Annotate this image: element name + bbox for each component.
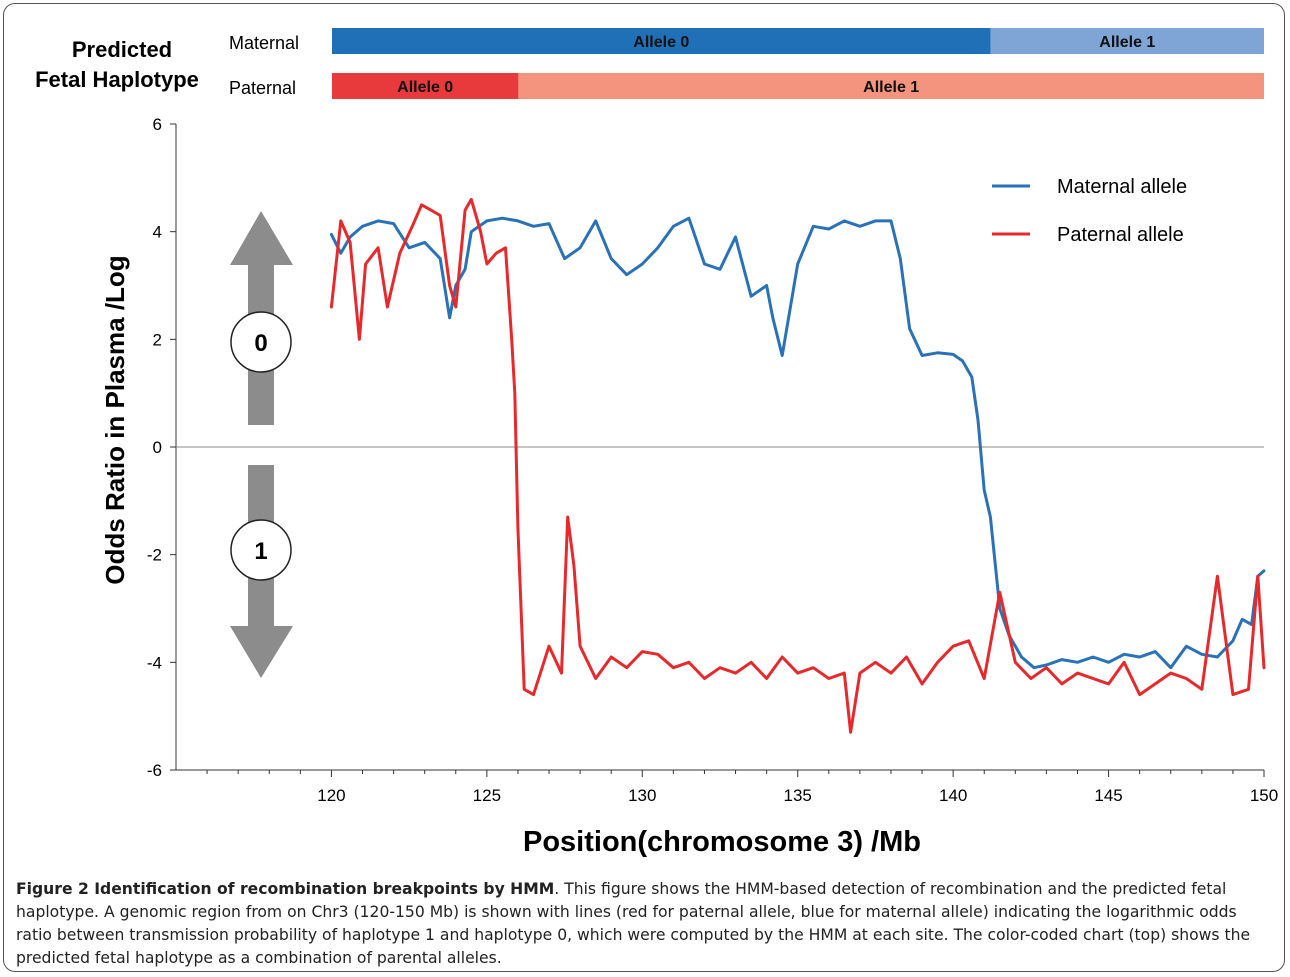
x-tick-label: 120 (317, 786, 345, 805)
maternal-segment-0 (332, 28, 991, 54)
x-tick-label: 140 (939, 786, 967, 805)
allele-0-circle (230, 311, 292, 373)
haplotype-heading-line2: Fetal Haplotype (35, 67, 199, 92)
y-tick-label: 2 (153, 330, 162, 349)
maternal-segment-1 (990, 28, 1264, 54)
paternal-segment-1 (518, 73, 1264, 99)
x-axis-title: Position(chromosome 3) /Mb (523, 826, 921, 858)
caption-text: . This figure shows the HMM-based detect… (16, 880, 1251, 967)
y-tick-label: -4 (147, 653, 162, 672)
allele-1-circle (230, 519, 292, 581)
paternal-segment-label-0: Allele 0 (397, 79, 453, 96)
series-line-maternal (329, 216, 1266, 670)
allele-0-circle-label: 0 (254, 330, 267, 357)
figure-caption: Figure 2 Identification of recombination… (16, 878, 1274, 970)
figure-frame (3, 3, 1285, 972)
caption-title: Figure 2 Identification of recombination… (16, 880, 555, 898)
paternal-segment-label-1: Allele 1 (863, 79, 919, 96)
maternal-segment-label-1: Allele 1 (1099, 34, 1155, 51)
y-axis-title: Odds Ratio in Plasma /Log (100, 255, 130, 584)
legend-label-1: Paternal allele (1057, 224, 1184, 246)
maternal-segment-label-0: Allele 0 (633, 34, 689, 51)
figure-chart: Predicted Fetal Haplotype Maternal Pater… (35, 28, 1278, 858)
y-tick-label: 0 (153, 438, 162, 457)
paternal-segment-0 (332, 73, 519, 99)
allele-1-circle-label: 1 (254, 538, 267, 565)
paternal-label: Paternal (229, 78, 296, 98)
x-tick-label: 125 (473, 786, 501, 805)
y-tick-label: -2 (147, 546, 162, 565)
x-tick-label: 130 (628, 786, 656, 805)
x-tick-label: 145 (1094, 786, 1122, 805)
y-tick-label: 4 (153, 223, 162, 242)
y-tick-label: 6 (153, 115, 162, 134)
maternal-label: Maternal (229, 33, 299, 53)
legend-label-0: Maternal allele (1057, 176, 1187, 198)
series-line-paternal (329, 197, 1266, 734)
y-tick-label: -6 (147, 761, 162, 780)
x-tick-label: 135 (784, 786, 812, 805)
haplotype-heading-line1: Predicted (72, 37, 172, 62)
x-tick-label: 150 (1250, 786, 1278, 805)
